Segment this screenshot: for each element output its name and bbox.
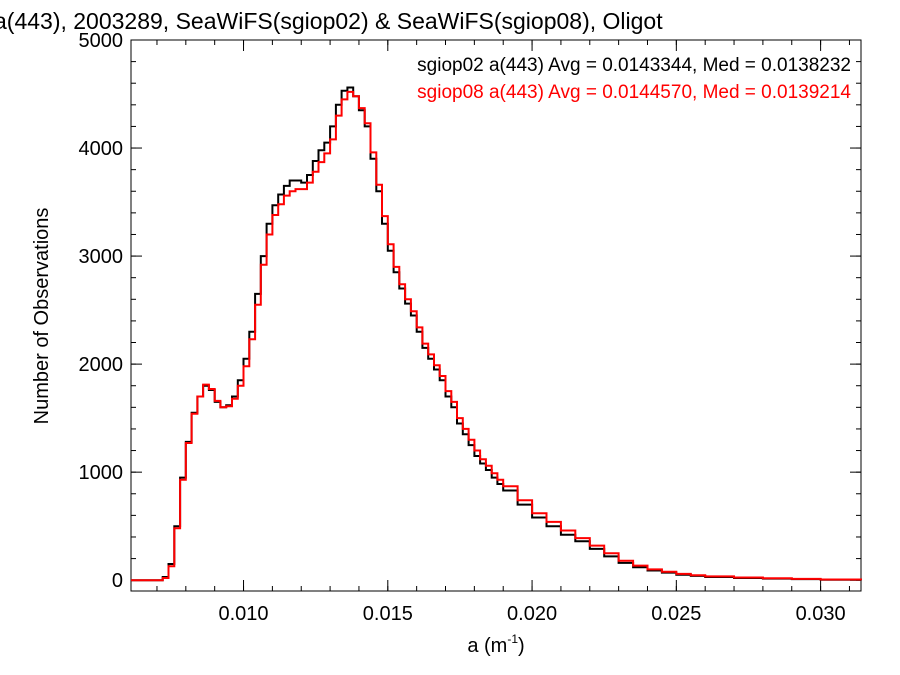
y-tick-label: 5000	[79, 30, 124, 52]
y-tick-label: 3000	[79, 246, 124, 268]
y-tick-label: 1000	[79, 462, 124, 484]
x-tick-label: 0.015	[363, 603, 413, 625]
x-axis-title-superscript: -1	[507, 632, 518, 646]
legend-sgiop02-stats: sgiop02 a(443) Avg = 0.0143344, Med = 0.…	[417, 55, 851, 76]
minor-ticks	[131, 39, 861, 591]
legend-sgiop08-stats: sgiop08 a(443) Avg = 0.0144570, Med = 0.…	[417, 82, 851, 103]
plot-area-border	[130, 39, 862, 592]
y-tick-label: 2000	[79, 354, 124, 376]
y-tick-labels: 0 1000 2000 3000 4000 5000	[79, 30, 124, 592]
x-axis-title: a (m-1)	[467, 632, 524, 657]
series-line-sgiop08	[131, 90, 862, 582]
x-axis-title-main: a (m	[467, 635, 507, 657]
chart-title: a(443), 2003289, SeaWiFS(sgiop02) & SeaW…	[0, 8, 663, 34]
major-ticks	[131, 39, 861, 591]
x-axis-title-end: )	[518, 635, 525, 657]
x-tick-labels: 0.010 0.015 0.020 0.025 0.030	[218, 603, 845, 625]
y-axis-title: Number of Observations	[31, 208, 53, 425]
series-layer	[131, 86, 862, 582]
y-tick-label: 0	[112, 570, 123, 592]
x-tick-label: 0.010	[218, 603, 268, 625]
y-tick-label: 4000	[79, 138, 124, 160]
plot-frame	[130, 39, 862, 592]
x-tick-label: 0.025	[651, 603, 701, 625]
x-tick-label: 0.030	[796, 603, 846, 625]
x-tick-label: 0.020	[507, 603, 557, 625]
series-line-sgiop02	[131, 86, 862, 582]
